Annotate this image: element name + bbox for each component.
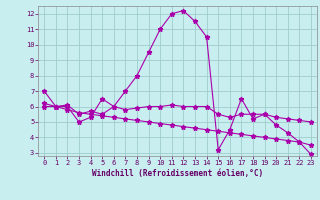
X-axis label: Windchill (Refroidissement éolien,°C): Windchill (Refroidissement éolien,°C) <box>92 169 263 178</box>
